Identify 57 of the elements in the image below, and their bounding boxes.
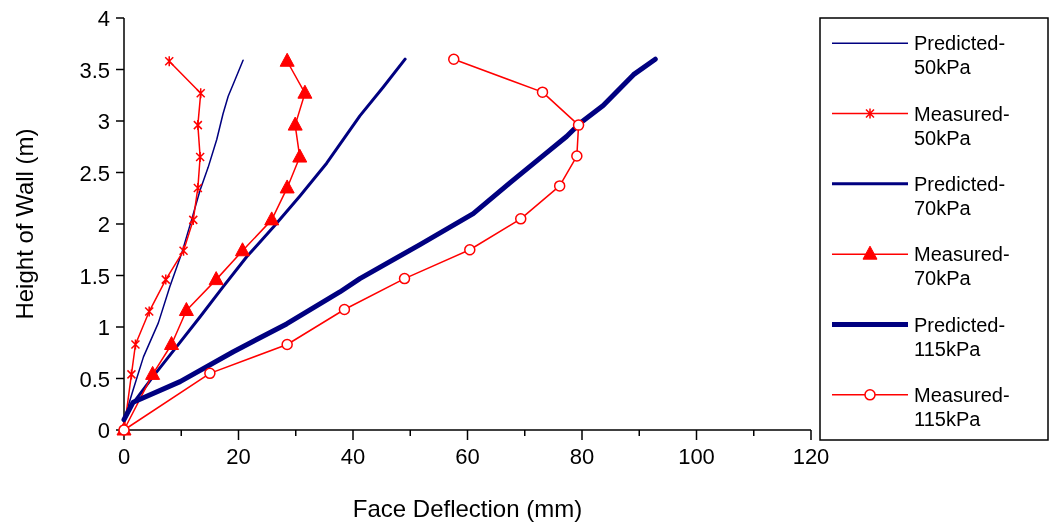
y-tick-label: 4 (97, 6, 110, 31)
x-tick-label: 120 (792, 444, 830, 469)
point (161, 273, 171, 286)
y-tick-label: 0.5 (79, 366, 110, 392)
x-tick-label: 20 (226, 444, 251, 469)
point (145, 365, 161, 380)
legend-label: Predicted-115kPa (914, 313, 1006, 360)
point (144, 305, 154, 318)
x-tick-label: 40 (340, 444, 366, 469)
point (130, 338, 141, 351)
y-tick-label: 3 (97, 109, 110, 134)
point (264, 211, 280, 226)
point (281, 338, 293, 351)
x-tick-label: 100 (678, 444, 715, 469)
y-tick-label: 2 (97, 212, 110, 237)
y-axis-title: Height of Wall (m) (11, 128, 38, 320)
point (204, 367, 216, 380)
y-tick-label: 0 (97, 418, 110, 443)
legend-label: Predicted-70kPa (914, 172, 1006, 219)
point (572, 119, 585, 131)
point (126, 368, 137, 381)
point (208, 271, 224, 286)
point (297, 84, 313, 99)
point (464, 244, 476, 256)
x-tick-label: 80 (569, 444, 595, 469)
point (164, 336, 180, 351)
point (279, 179, 295, 194)
legend-label: Predicted-50kPa (914, 32, 1006, 79)
point (279, 52, 295, 67)
point (195, 87, 206, 99)
point (193, 182, 203, 194)
point (448, 53, 460, 65)
point (178, 245, 189, 257)
point (338, 303, 351, 316)
point (553, 180, 566, 192)
x-axis-title: Face Deflection (mm) (352, 495, 583, 522)
y-tick-label: 1.5 (79, 263, 110, 289)
y-tick-label: 2.5 (79, 160, 110, 186)
legend-label: Measured-115kPa (914, 383, 1010, 430)
point (178, 302, 194, 317)
point (571, 150, 583, 162)
point (188, 214, 199, 226)
point (287, 116, 303, 131)
point (235, 242, 251, 257)
point (292, 148, 308, 163)
y-tick-label: 1 (97, 315, 110, 340)
legend-label: Measured-70kPa (914, 243, 1010, 290)
y-tick-label: 3.5 (79, 57, 110, 83)
point (398, 272, 411, 285)
point (536, 86, 549, 98)
point (193, 119, 203, 131)
point (514, 213, 527, 225)
point (164, 55, 174, 68)
legend-label: Measured-50kPa (914, 102, 1010, 149)
x-tick-label: 0 (117, 444, 131, 469)
point (195, 151, 205, 163)
x-tick-label: 60 (455, 444, 480, 469)
